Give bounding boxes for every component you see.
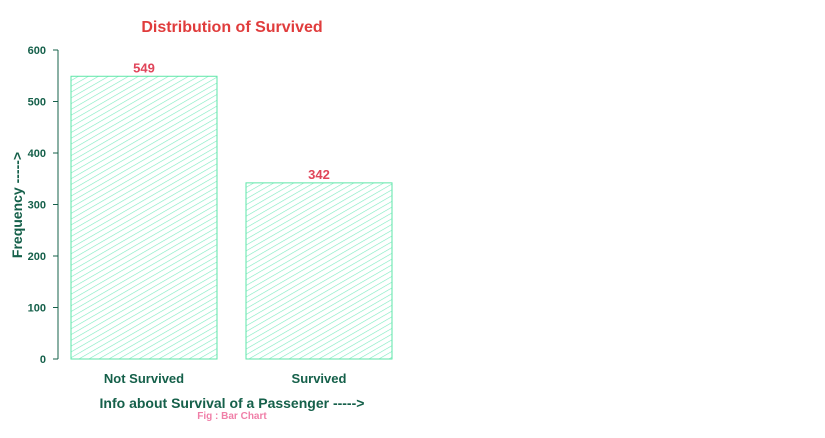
x-axis: Not Survived Survived [104, 371, 347, 386]
y-tick-label: 400 [28, 148, 46, 160]
chart-title: Distribution of Survived [141, 19, 322, 36]
x-tick-label: Survived [292, 371, 347, 386]
bars: 549 342 [70, 60, 393, 360]
y-axis: 0 100 200 300 400 500 600 [28, 45, 59, 366]
x-tick-label: Not Survived [104, 371, 184, 386]
y-axis-label: Frequency -----> [9, 152, 25, 258]
figure-caption: Fig : Bar Chart [197, 411, 267, 422]
y-tick-label: 300 [28, 200, 46, 212]
x-axis-label: Info about Survival of a Passenger -----… [100, 395, 365, 411]
y-tick-label: 200 [28, 251, 46, 263]
bar-2 [245, 182, 393, 360]
bar-1 [70, 75, 218, 360]
y-tick-label: 0 [40, 354, 46, 366]
y-tick-label: 100 [28, 303, 46, 315]
bar-value-label: 549 [133, 60, 155, 75]
y-tick-label: 600 [28, 45, 46, 57]
bar-value-label: 342 [308, 167, 330, 182]
y-tick-label: 500 [28, 97, 46, 109]
